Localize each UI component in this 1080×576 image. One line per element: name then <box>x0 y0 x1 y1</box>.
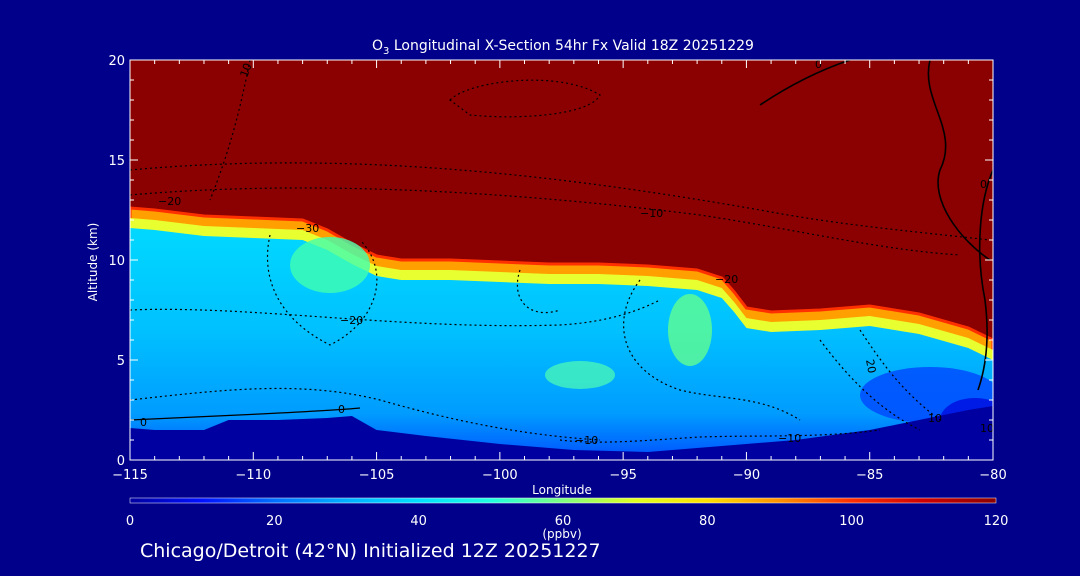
y-tick-label: 10 <box>108 254 125 269</box>
terrain-mask <box>130 406 993 460</box>
contour-line-neg-20-trough <box>516 269 561 314</box>
colorbar-tick-label: 0 <box>126 514 134 529</box>
x-tick-label: −95 <box>609 468 636 483</box>
colorbar-tick-label: 60 <box>555 514 572 529</box>
colorbar-ticks: 0 20 40 60 80 100 120 <box>126 514 1009 529</box>
colorbar-tick-label: 120 <box>984 514 1009 529</box>
x-tick-label: −115 <box>112 468 148 483</box>
contour-label: 0 <box>815 58 822 71</box>
contour-line-neg-10-lower <box>130 387 601 441</box>
x-tick-label: −85 <box>856 468 883 483</box>
x-axis: −115 −110 −105 −100 −95 −90 −85 −80 <box>112 60 1007 483</box>
high-ozone-patch-southeast <box>545 361 615 389</box>
colorbar-tick-label: 20 <box>266 514 283 529</box>
y-axis: 0 5 10 15 20 <box>108 54 993 469</box>
y-axis-label: Altitude (km) <box>86 223 100 302</box>
contour-label: −20 <box>158 195 181 208</box>
contour-line-neg-10-west <box>209 60 251 201</box>
contour-labels: 10 −20 −30 −10 −20 −10 −20 −10 20 10 0 0… <box>140 58 994 447</box>
contour-label: −10 <box>778 432 801 445</box>
colorbar: 0 20 40 60 80 100 120 (ppbv) <box>126 497 1009 541</box>
contour-line-neg-20-upper <box>130 187 961 256</box>
contour-label: 0 <box>140 416 147 429</box>
contour-line-neg-20-mid <box>130 299 661 327</box>
initialization-caption: Chicago/Detroit (42°N) Initialized 12Z 2… <box>140 540 601 562</box>
contour-label: −10 <box>640 207 663 220</box>
chart-title: O3 Longitudinal X-Section 54hr Fx Valid … <box>372 38 754 57</box>
contour-label: 10 <box>928 412 942 425</box>
contour-label: −20 <box>340 314 363 327</box>
y-tick-label: 15 <box>108 154 125 169</box>
colorbar-gradient <box>129 497 997 504</box>
contour-line-neg-10-surface <box>559 429 881 443</box>
x-tick-label: −100 <box>482 468 518 483</box>
x-tick-label: −80 <box>979 468 1006 483</box>
x-tick-label: −110 <box>235 468 271 483</box>
colorbar-tick-label: 80 <box>699 514 716 529</box>
contour-line-neg-30 <box>266 234 378 346</box>
contour-label: −10 <box>575 434 598 447</box>
x-axis-label: Longitude <box>532 483 592 497</box>
contour-label: 10 <box>980 422 994 435</box>
contour-label: 0 <box>980 178 987 191</box>
contour-label: 20 <box>863 358 878 374</box>
colorbar-unit-label: (ppbv) <box>542 527 581 541</box>
x-tick-label: −105 <box>359 468 395 483</box>
contour-line-zero-east-upper <box>759 60 851 106</box>
x-tick-label: −90 <box>733 468 760 483</box>
colorbar-tick-label: 40 <box>410 514 427 529</box>
plot-area: 10 −20 −30 −10 −20 −10 −20 −10 20 10 0 0… <box>130 58 994 460</box>
contour-line-neg-20-right <box>859 329 941 421</box>
contour-lines <box>130 60 993 443</box>
contour-line-neg-10-east <box>819 339 921 431</box>
high-ozone-lobe-west <box>290 237 370 293</box>
contour-line-zero-east-trough <box>927 60 991 261</box>
y-tick-label: 20 <box>108 54 125 69</box>
contour-label: 0 <box>338 403 345 416</box>
contour-label: −30 <box>296 222 319 235</box>
contour-line-neg-10-loop <box>449 79 601 118</box>
y-tick-label: 5 <box>117 354 125 369</box>
y-tick-label: 0 <box>117 454 125 469</box>
contour-label: −20 <box>715 273 738 286</box>
high-ozone-lobe-central <box>668 294 712 366</box>
colorbar-tick-label: 100 <box>839 514 864 529</box>
contour-label: 10 <box>238 61 255 79</box>
contour-line-neg-20-east <box>623 279 801 421</box>
contour-line-zero-west <box>130 407 361 421</box>
contour-line-zero-east-edge <box>977 169 993 391</box>
